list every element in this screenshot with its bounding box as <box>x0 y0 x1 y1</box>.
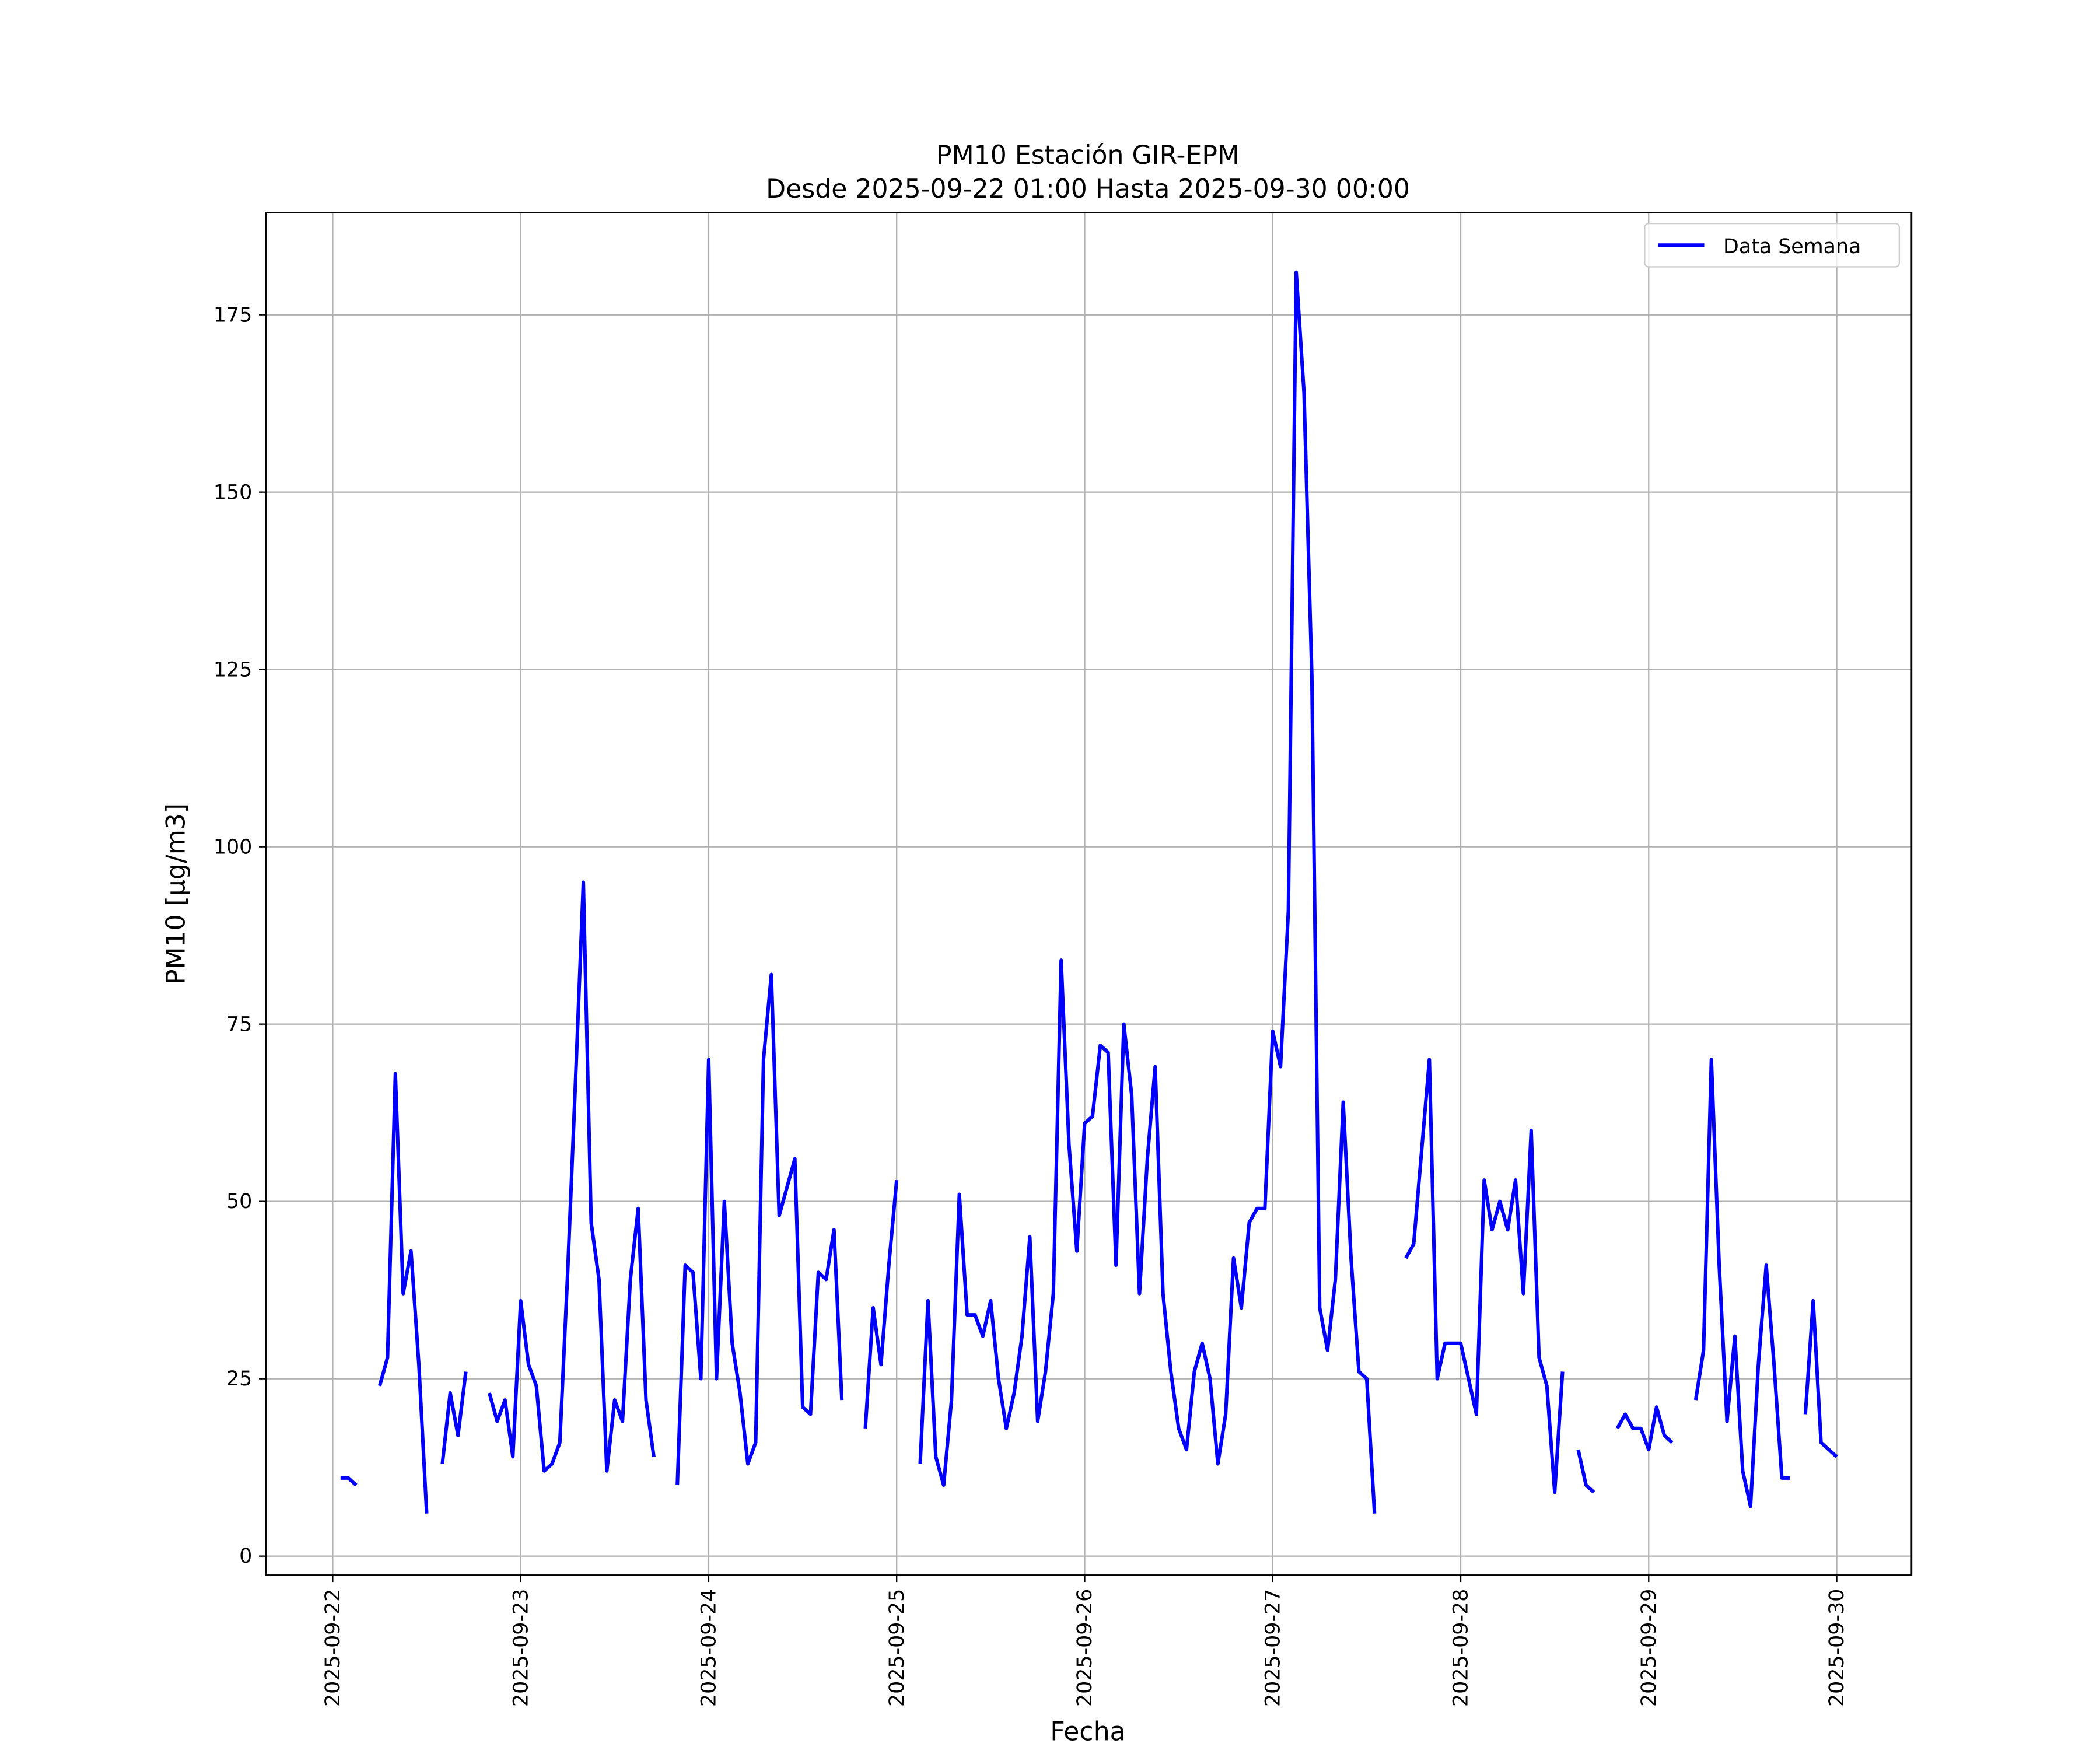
x-tick-label: 2025-09-24 <box>698 1589 721 1707</box>
legend: Data Semana <box>1644 222 1901 268</box>
axes-frame <box>265 212 1913 1576</box>
x-tick-label: 2025-09-28 <box>1450 1589 1473 1707</box>
y-tick-label: 150 <box>214 481 252 504</box>
grid-lines <box>265 212 1912 1576</box>
y-tick-label: 50 <box>226 1190 252 1213</box>
y-axis: 0 25 50 75 100 125 150 175 <box>214 303 266 1568</box>
series-line-segment <box>378 1072 429 1514</box>
x-axis: 2025-09-22 2025-09-23 2025-09-24 2025-09-25… <box>321 1575 1849 1707</box>
y-tick-label: 125 <box>214 658 252 681</box>
y-tick-label: 0 <box>239 1545 252 1568</box>
legend-label: Data Semana <box>1723 235 1861 258</box>
series-line-segment <box>676 972 844 1486</box>
series-line-segment <box>440 1371 468 1464</box>
x-tick-label: 2025-09-25 <box>886 1589 909 1707</box>
y-tick-label: 25 <box>226 1367 252 1391</box>
chart-subtitle: Desde 2025-09-22 01:00 Hasta 2025-09-30 … <box>766 174 1410 204</box>
series-line-segment <box>918 270 1377 1514</box>
series-line-segment <box>488 880 656 1473</box>
x-axis-label: Fecha <box>1050 1717 1125 1747</box>
x-tick-label: 2025-09-26 <box>1073 1589 1097 1707</box>
x-tick-label: 2025-09-23 <box>509 1589 533 1707</box>
x-tick-label: 2025-09-22 <box>321 1589 345 1707</box>
x-tick-label: 2025-09-30 <box>1825 1589 1849 1707</box>
series-line-segment <box>1803 1298 1838 1458</box>
chart-title: PM10 Estación GIR-EPM <box>936 141 1240 170</box>
y-tick-label: 75 <box>226 1013 252 1036</box>
series-line-segment <box>1615 1405 1674 1452</box>
x-tick-label: 2025-09-27 <box>1261 1589 1284 1707</box>
series-line-segment <box>1576 1449 1595 1494</box>
series-line-segment <box>340 1476 358 1487</box>
series-data-semana <box>340 270 1838 1514</box>
legend-box <box>1644 222 1901 268</box>
y-tick-label: 175 <box>214 303 252 327</box>
y-axis-label: PM10 [μg/m3] <box>161 803 191 985</box>
y-tick-label: 100 <box>214 835 252 859</box>
x-tick-label: 2025-09-29 <box>1637 1589 1661 1707</box>
series-line-segment <box>1693 1058 1790 1508</box>
series-line-segment <box>863 1180 899 1429</box>
series-line-segment <box>1404 1058 1564 1494</box>
